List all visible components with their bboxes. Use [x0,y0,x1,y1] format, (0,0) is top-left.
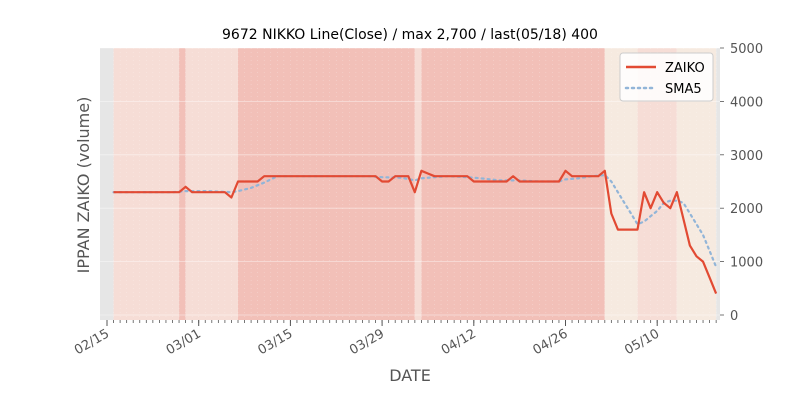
background-band [179,48,186,320]
y-axis-label: IPPAN ZAIKO (volume) [74,97,93,274]
background-band [238,48,415,320]
legend-label-zaiko: ZAIKO [665,61,705,76]
x-tick-label: 04/12 [439,326,479,358]
x-tick-label: 04/26 [531,326,571,358]
y-tick-label: 5000 [730,42,763,57]
background-band [421,48,605,320]
plot-margin-left [100,48,114,320]
plot-margin-right [716,48,720,320]
y-tick-label: 0 [730,309,738,324]
y-tick-label: 3000 [730,149,763,164]
x-axis-label: DATE [389,366,431,385]
background-band [185,48,238,320]
series-line-zaiko [113,169,718,295]
chart-title: 9672 NIKKO Line(Close) / max 2,700 / las… [222,27,598,43]
x-tick-label: 05/10 [622,326,662,358]
x-tick-label: 03/29 [347,326,387,358]
background-band [113,48,180,320]
x-tick-label: 02/15 [72,326,112,358]
y-tick-label: 1000 [730,256,763,271]
y-tick-label: 4000 [730,95,763,110]
legend: ZAIKO SMA5 [619,52,714,102]
x-tick-label: 03/15 [255,326,295,358]
legend-label-sma5: SMA5 [665,82,702,97]
y-tick-label: 2000 [730,202,763,217]
x-tick-label: 03/01 [164,326,204,358]
